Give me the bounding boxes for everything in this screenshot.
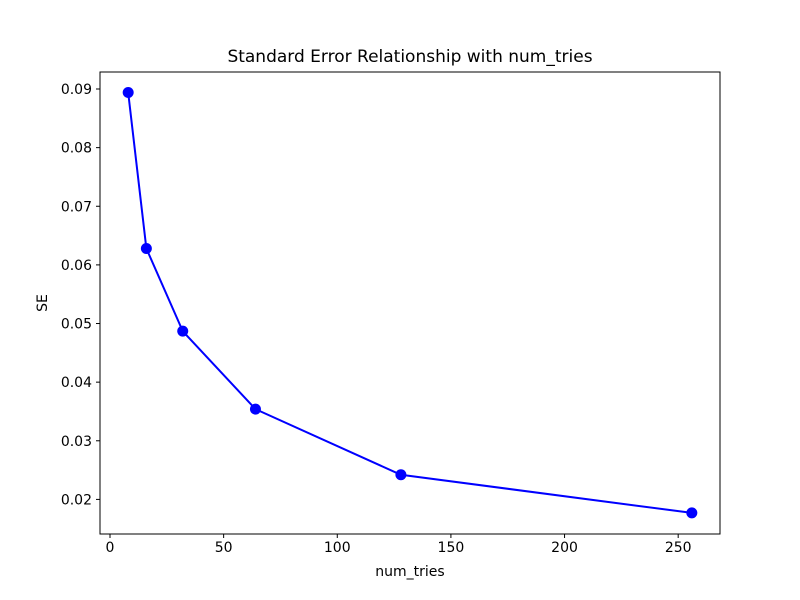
y-axis-label: SE bbox=[35, 294, 51, 312]
y-tick-label: 0.03 bbox=[61, 434, 92, 450]
y-tick-label: 0.07 bbox=[61, 199, 92, 215]
plot-area-spines bbox=[99, 71, 721, 535]
data-point-marker bbox=[249, 403, 261, 415]
data-series bbox=[122, 87, 698, 519]
y-tick-label: 0.02 bbox=[61, 492, 92, 508]
data-point-marker bbox=[177, 325, 189, 337]
x-tick-label: 100 bbox=[324, 540, 351, 556]
chart-title: Standard Error Relationship with num_tri… bbox=[227, 47, 592, 67]
y-tick-label: 0.04 bbox=[61, 375, 92, 391]
x-axis-ticks: 0 50 100 150 200 250 bbox=[106, 534, 692, 556]
y-tick-label: 0.05 bbox=[61, 317, 92, 333]
y-tick-label: 0.09 bbox=[61, 82, 92, 98]
y-tick-label: 0.08 bbox=[61, 141, 92, 157]
data-point-marker bbox=[686, 507, 698, 519]
x-tick-label: 150 bbox=[438, 540, 465, 556]
x-tick-label: 0 bbox=[106, 540, 115, 556]
se-line bbox=[127, 92, 692, 514]
data-point-marker bbox=[395, 469, 407, 481]
y-axis-ticks: 0.02 0.03 0.04 0.05 0.06 0.07 0.08 0.09 bbox=[61, 82, 100, 508]
x-tick-label: 50 bbox=[215, 540, 233, 556]
x-tick-label: 200 bbox=[551, 540, 578, 556]
data-point-marker bbox=[122, 87, 134, 99]
x-tick-label: 250 bbox=[665, 540, 692, 556]
x-axis-label: num_tries bbox=[375, 564, 444, 580]
data-point-marker bbox=[140, 242, 152, 254]
y-tick-label: 0.06 bbox=[61, 258, 92, 274]
